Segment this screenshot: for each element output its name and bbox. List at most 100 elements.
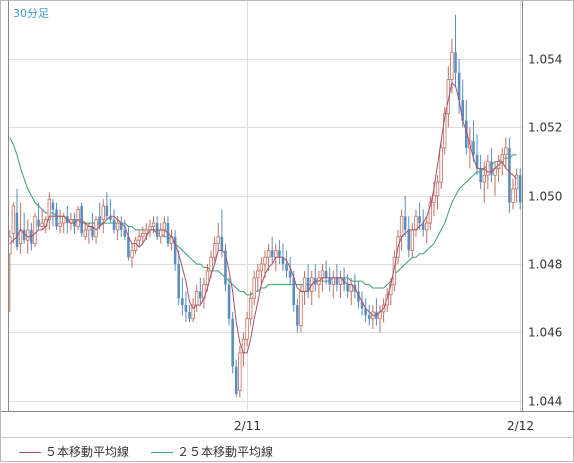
candle[interactable]	[234, 359, 238, 398]
candle[interactable]	[399, 209, 404, 251]
candle[interactable]	[151, 216, 156, 234]
candle[interactable]	[410, 223, 415, 258]
candle[interactable]	[51, 199, 55, 227]
candle[interactable]	[109, 199, 112, 224]
candle[interactable]	[514, 168, 519, 203]
candle[interactable]	[504, 137, 508, 169]
candle[interactable]	[80, 202, 83, 237]
candle[interactable]	[22, 212, 26, 244]
candle[interactable]	[457, 59, 461, 114]
candle[interactable]	[353, 274, 357, 299]
candle[interactable]	[119, 216, 123, 237]
candle[interactable]	[58, 209, 62, 234]
candle[interactable]	[105, 192, 109, 220]
candle[interactable]	[227, 277, 231, 326]
candle[interactable]	[428, 195, 433, 230]
candle[interactable]	[220, 209, 224, 258]
candle[interactable]	[148, 219, 152, 237]
candle[interactable]	[137, 229, 141, 247]
candle[interactable]	[302, 270, 307, 306]
candle[interactable]	[141, 226, 145, 244]
timeframe-label[interactable]: 30分足	[13, 7, 49, 20]
candle[interactable]	[166, 216, 170, 247]
candle[interactable]	[155, 216, 159, 241]
candle[interactable]	[364, 298, 367, 323]
candle[interactable]	[285, 250, 288, 278]
candle[interactable]	[317, 270, 321, 299]
candle[interactable]	[173, 229, 177, 271]
candle[interactable]	[378, 305, 382, 333]
candle[interactable]	[195, 284, 199, 312]
candle[interactable]	[112, 209, 116, 234]
candle[interactable]	[435, 175, 440, 210]
candle[interactable]	[266, 243, 271, 271]
candle[interactable]	[508, 137, 511, 213]
candle[interactable]	[216, 223, 220, 251]
candle[interactable]	[37, 202, 40, 230]
candle[interactable]	[47, 192, 52, 230]
candle[interactable]	[479, 154, 482, 189]
candle[interactable]	[181, 277, 184, 316]
candle[interactable]	[133, 236, 138, 254]
candle[interactable]	[446, 65, 451, 128]
candle[interactable]	[475, 134, 479, 176]
candle[interactable]	[231, 311, 234, 374]
candle[interactable]	[375, 298, 378, 326]
candle[interactable]	[252, 270, 256, 306]
candle[interactable]	[278, 240, 281, 265]
candle[interactable]	[11, 202, 16, 244]
candle[interactable]	[130, 243, 134, 268]
candle[interactable]	[259, 257, 264, 285]
candle[interactable]	[511, 178, 515, 210]
candle[interactable]	[346, 274, 349, 299]
candle[interactable]	[191, 298, 195, 323]
candle[interactable]	[18, 202, 23, 254]
candle[interactable]	[199, 277, 202, 306]
candle[interactable]	[310, 270, 314, 306]
candle[interactable]	[367, 305, 371, 326]
ma25-line[interactable]	[9, 137, 517, 296]
candle[interactable]	[296, 298, 299, 333]
candle[interactable]	[248, 291, 253, 326]
candle[interactable]	[342, 267, 346, 292]
candle[interactable]	[159, 223, 163, 244]
candle[interactable]	[314, 264, 317, 292]
candle[interactable]	[188, 305, 191, 323]
ma5-line[interactable]	[9, 82, 517, 354]
candle[interactable]	[496, 154, 501, 183]
candle[interactable]	[202, 277, 206, 309]
candle[interactable]	[439, 141, 443, 189]
candle[interactable]	[328, 267, 331, 292]
candle[interactable]	[371, 305, 375, 329]
candle[interactable]	[98, 202, 101, 230]
candle[interactable]	[263, 250, 267, 278]
candle[interactable]	[15, 188, 19, 251]
candle[interactable]	[101, 199, 105, 234]
candle[interactable]	[177, 250, 181, 306]
candle[interactable]	[493, 161, 497, 196]
candle[interactable]	[518, 168, 522, 210]
candle[interactable]	[288, 257, 292, 285]
candle[interactable]	[418, 202, 421, 230]
candle[interactable]	[360, 291, 364, 316]
candle[interactable]	[338, 270, 343, 299]
candle[interactable]	[490, 147, 493, 183]
candle[interactable]	[324, 260, 328, 285]
candle[interactable]	[33, 212, 37, 247]
legend-item-ma25[interactable]: ２５本移動平均線	[151, 443, 273, 460]
candle[interactable]	[270, 236, 274, 265]
candle[interactable]	[464, 100, 468, 155]
candle[interactable]	[381, 298, 386, 323]
candle[interactable]	[331, 270, 335, 299]
candle[interactable]	[123, 219, 127, 241]
candle[interactable]	[83, 223, 87, 241]
candle[interactable]	[162, 216, 167, 237]
candle[interactable]	[392, 250, 397, 292]
candle[interactable]	[425, 216, 429, 244]
candle[interactable]	[403, 195, 407, 237]
candle[interactable]	[349, 277, 353, 306]
candle[interactable]	[454, 14, 457, 87]
candle[interactable]	[256, 264, 260, 292]
candle[interactable]	[76, 206, 80, 230]
